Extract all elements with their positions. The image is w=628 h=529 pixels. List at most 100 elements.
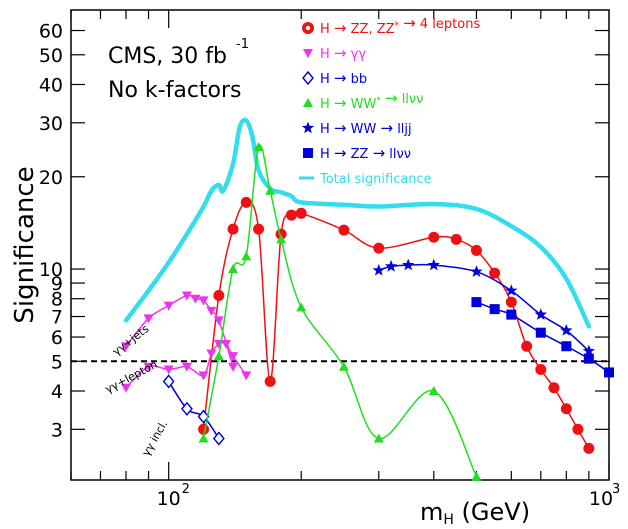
- data-point: [427, 258, 440, 271]
- x-tick-exponent: 3: [612, 482, 620, 497]
- data-point: [295, 207, 307, 219]
- data-point: [181, 291, 192, 301]
- data-point: [143, 362, 154, 372]
- data-point: [561, 341, 572, 352]
- data-point: [560, 324, 573, 336]
- y-tick-label: 3: [51, 419, 63, 441]
- data-point: [206, 306, 217, 316]
- data-point: [428, 231, 440, 243]
- data-point: [505, 284, 518, 296]
- data-point: [213, 316, 224, 326]
- data-point: [471, 297, 482, 308]
- data-point: [373, 433, 384, 443]
- data-point: [373, 242, 385, 254]
- data-point: [162, 374, 175, 389]
- data-point: [560, 403, 572, 415]
- data-point: [227, 223, 239, 235]
- data-point: [489, 267, 501, 279]
- series-0: [123, 117, 592, 329]
- data-point: [213, 289, 225, 301]
- data-point: [285, 209, 297, 221]
- data-point: [521, 340, 533, 352]
- data-point: [241, 251, 252, 261]
- series-6: [372, 258, 595, 357]
- series-5: [198, 142, 482, 481]
- data-point: [212, 431, 225, 446]
- data-point: [506, 309, 517, 320]
- data-point: [198, 423, 210, 435]
- data-point: [198, 371, 209, 381]
- y-tick-label: 8: [51, 289, 63, 311]
- data-point: [228, 362, 239, 372]
- x-tick-label: 10: [157, 488, 181, 510]
- y-tick-label: 7: [51, 307, 63, 329]
- series-7: [471, 297, 614, 378]
- series-line: [125, 341, 247, 389]
- legend: H → ZZ, ZZ* → 4 leptons H → γγ H → bb H → W…: [299, 14, 480, 187]
- x-axis-title: mH (GeV): [420, 498, 530, 528]
- data-point: [221, 339, 232, 349]
- plot-frame: [70, 9, 610, 481]
- series-2: [121, 291, 239, 372]
- legend-entry-wwlljj: H → WW → lljj: [320, 119, 412, 137]
- data-point: [143, 314, 154, 324]
- legend-marker: [303, 98, 313, 107]
- chart-title: CMS, 30 fb: [108, 44, 227, 69]
- data-point: [450, 233, 462, 245]
- legend-marker: [301, 121, 315, 134]
- annotation-label: γγ+lepton: [103, 358, 160, 396]
- data-point: [121, 383, 132, 393]
- data-point: [470, 265, 483, 277]
- y-tick-label: 4: [51, 381, 63, 403]
- y-axis-title: Significance: [10, 166, 40, 323]
- data-point: [535, 327, 546, 338]
- series-4: [162, 374, 225, 446]
- legend-entry-gg: H → γγ: [320, 44, 366, 62]
- x-tick-label: 10: [589, 488, 613, 510]
- data-point: [505, 296, 517, 308]
- legend-entry-bb: H → bb: [320, 69, 367, 87]
- y-tick-label: 9: [51, 273, 63, 295]
- y-tick-label: 60: [39, 21, 63, 43]
- legend-marker: [302, 70, 314, 86]
- series-line: [202, 144, 478, 478]
- data-point: [372, 263, 385, 276]
- legend-entry-total: Total significance: [319, 172, 432, 187]
- data-point: [190, 294, 201, 304]
- data-point: [253, 142, 264, 152]
- legend-entry-zz4l: H → ZZ, ZZ* → 4 leptons: [320, 14, 480, 37]
- y-tick-label: 20: [39, 167, 63, 189]
- legend-marker-center: [305, 25, 311, 31]
- legend-entry-ww2l: H → WW* → llνν: [320, 89, 423, 112]
- data-point: [206, 349, 217, 359]
- annotation-label: γγ incl.: [140, 418, 171, 458]
- y-tick-label: 10: [39, 259, 63, 281]
- data-point: [384, 259, 398, 272]
- data-point: [296, 302, 307, 312]
- chart-subtitle: No k-factors: [108, 78, 242, 103]
- y-tick-label: 50: [39, 45, 63, 67]
- data-point: [228, 352, 239, 362]
- data-point: [582, 344, 595, 357]
- data-point: [241, 371, 252, 381]
- data-point: [264, 375, 276, 387]
- data-point: [276, 234, 287, 244]
- data-point: [470, 244, 482, 256]
- data-point: [534, 308, 547, 320]
- data-point: [583, 353, 594, 364]
- legend-marker: [303, 49, 313, 58]
- y-tick-label: 5: [51, 351, 63, 373]
- data-point: [535, 364, 547, 376]
- data-point: [181, 362, 192, 372]
- series-line: [378, 263, 590, 352]
- data-point: [163, 365, 174, 375]
- y-tick-label: 30: [39, 113, 63, 135]
- data-point: [228, 264, 239, 274]
- data-point: [121, 342, 132, 352]
- data-point: [338, 361, 349, 371]
- data-point: [604, 367, 614, 378]
- data-point: [198, 296, 209, 306]
- data-point: [572, 423, 584, 435]
- data-point: [265, 185, 276, 195]
